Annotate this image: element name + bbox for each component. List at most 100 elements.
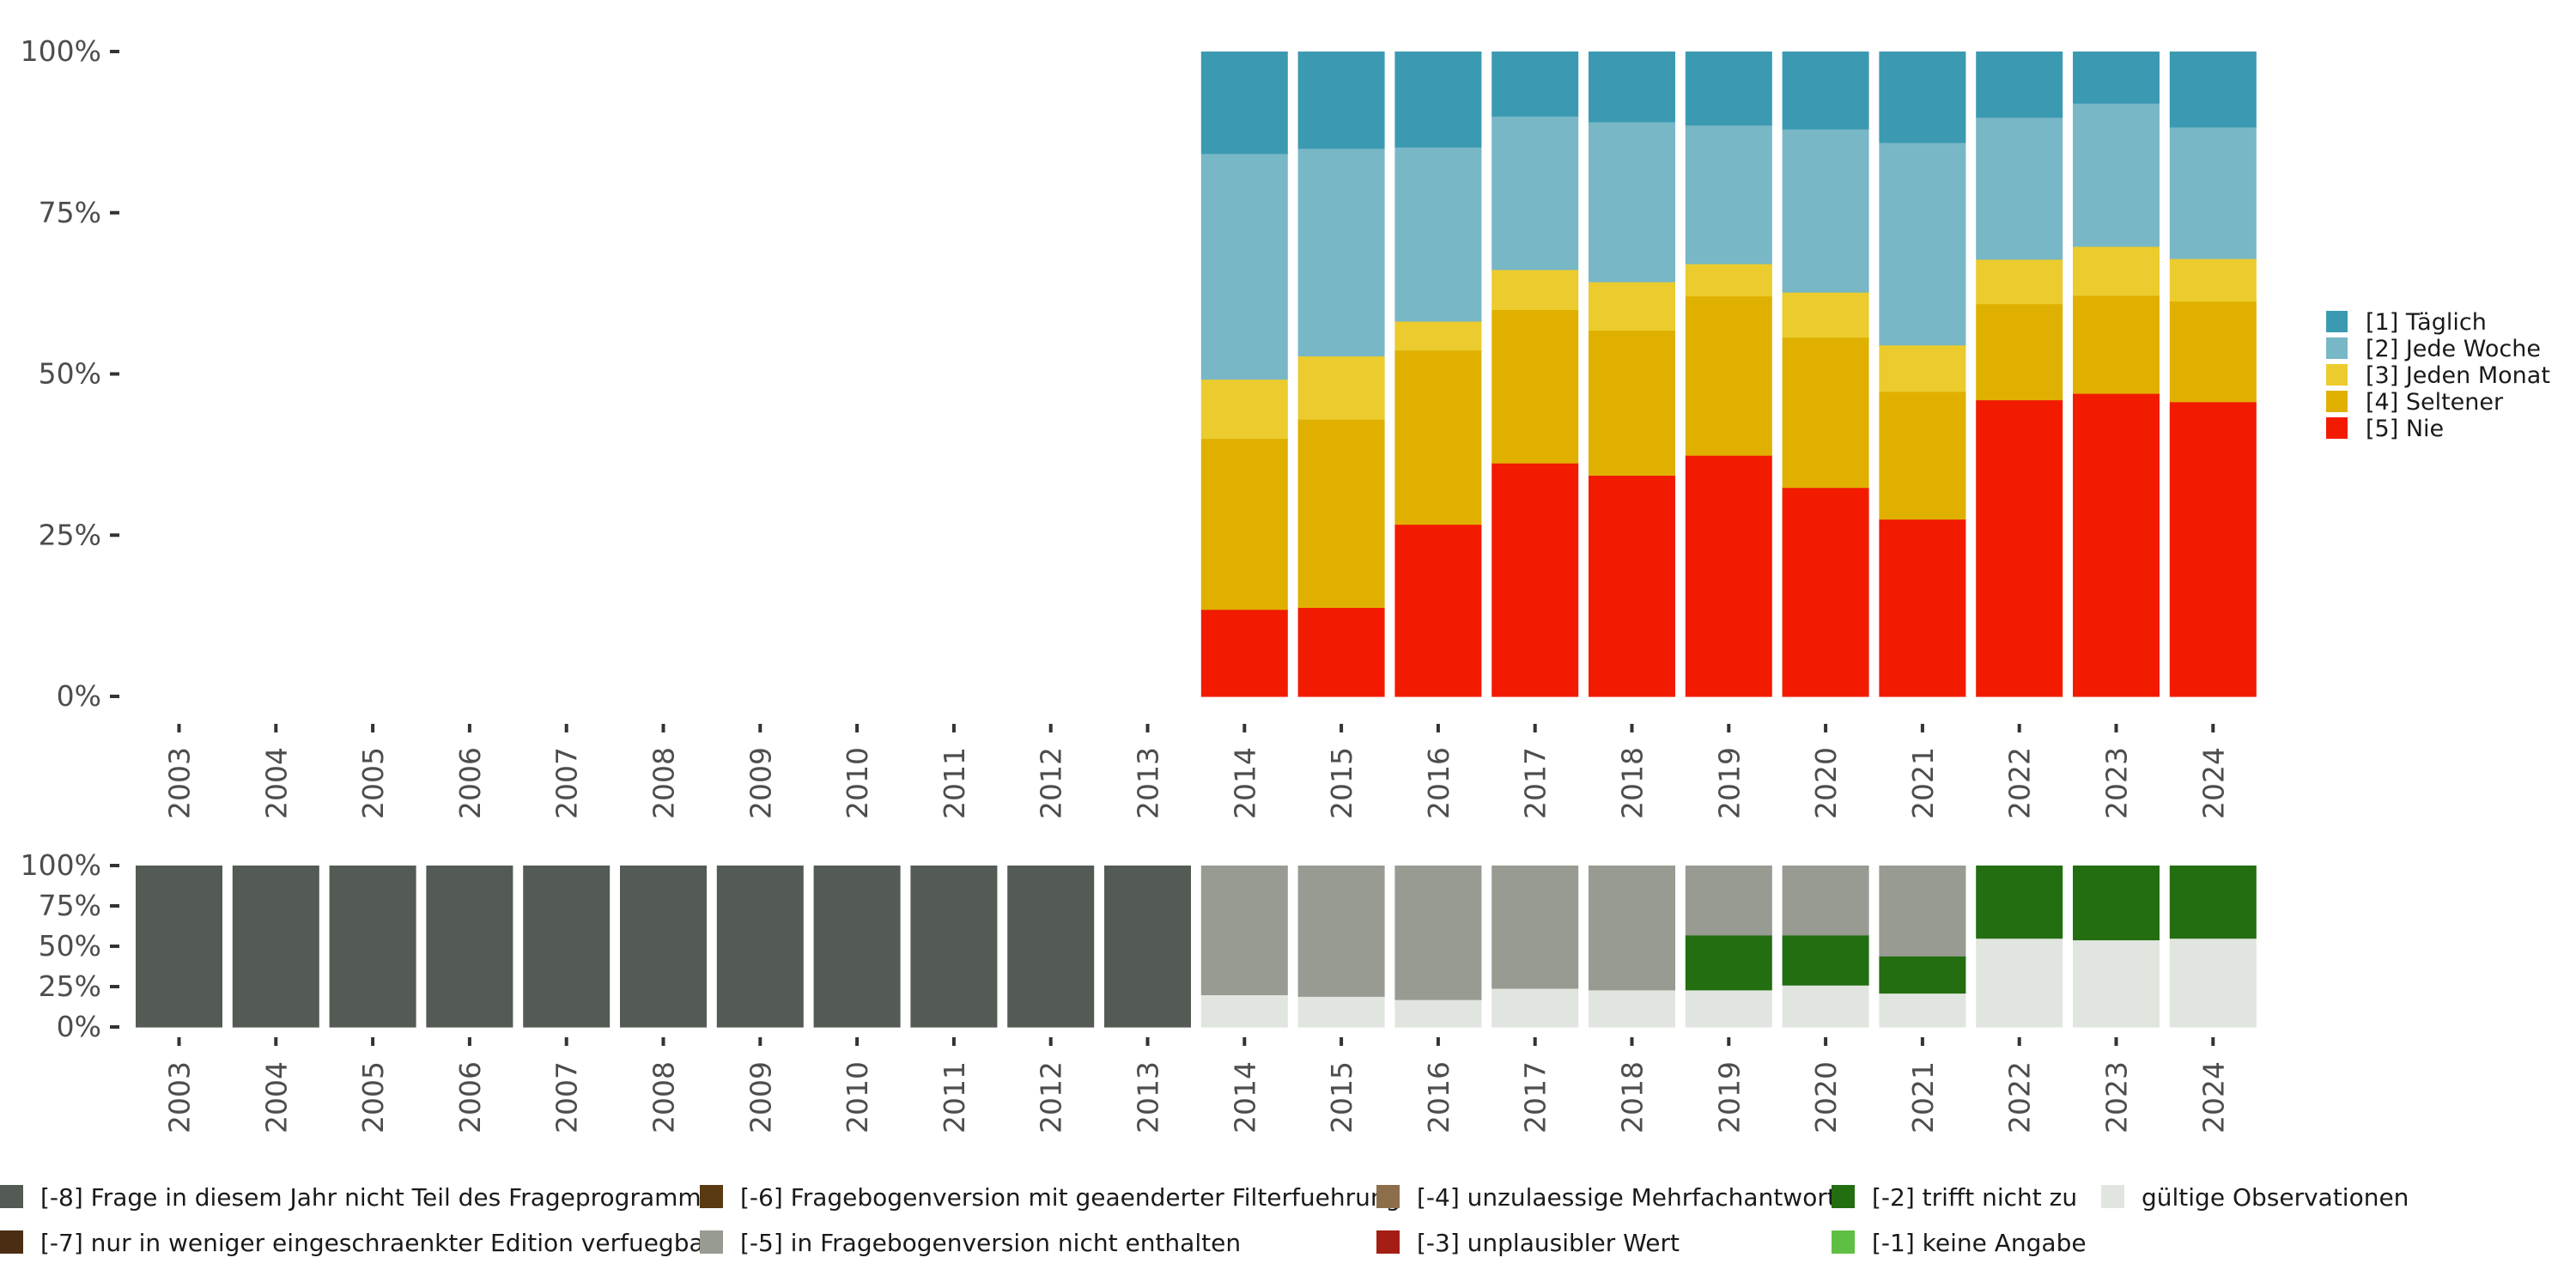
legend-label-3-unplausibler-wert: [-3] unplausibler Wert bbox=[1417, 1229, 1680, 1257]
bottom-bar-2006-8-frage-in-diesem-jahr-nicht-teil-des-frageprogramms bbox=[426, 866, 513, 1028]
top-bar-2019-1-t-glich bbox=[1685, 52, 1772, 126]
legend-label-5-in-fragebogenversion-nicht-enthalten: [-5] in Fragebogenversion nicht enthalte… bbox=[740, 1229, 1241, 1257]
top-bar-2017-4-seltener bbox=[1492, 309, 1579, 464]
top-bar-2018-5-nie bbox=[1589, 475, 1675, 697]
top-bar-2023-3-jeden-monat bbox=[2073, 246, 2160, 296]
top-bar-2020-4-seltener bbox=[1782, 337, 1869, 489]
bottom-bar-2020-5-in-fragebogenversion-nicht-enthalten bbox=[1782, 866, 1869, 936]
bottom-bar-2021-2-trifft-nicht-zu bbox=[1879, 956, 1966, 994]
bottom-bar-2010-8-frage-in-diesem-jahr-nicht-teil-des-frageprogramms bbox=[813, 866, 901, 1028]
legend-swatch-2-trifft-nicht-zu bbox=[1832, 1185, 1855, 1208]
legend-label-5-nie: [5] Nie bbox=[2366, 416, 2444, 442]
top-y-tick-label: 50% bbox=[39, 357, 101, 391]
top-bar-2022-4-seltener bbox=[1976, 303, 2063, 401]
bottom-bar-2019-2-trifft-nicht-zu bbox=[1685, 934, 1772, 991]
top-bar-2023-4-seltener bbox=[2073, 295, 2160, 394]
top-x-tick-label: 2004 bbox=[259, 747, 293, 819]
bottom-x-tick-label: 2003 bbox=[163, 1061, 197, 1133]
top-bar-2016-2-jede-woche bbox=[1394, 147, 1482, 322]
bottom-x-tick-label: 2023 bbox=[2100, 1061, 2134, 1133]
bottom-bar-2021-5-in-fragebogenversion-nicht-enthalten bbox=[1879, 866, 1966, 957]
bottom-legend: [-8] Frage in diesem Jahr nicht Teil des… bbox=[0, 1183, 2409, 1257]
bottom-bar-2020-2-trifft-nicht-zu bbox=[1782, 934, 1869, 986]
top-x-tick-label: 2011 bbox=[938, 747, 971, 819]
bottom-bar-2017-5-in-fragebogenversion-nicht-enthalten bbox=[1492, 866, 1579, 989]
top-bar-2023-2-jede-woche bbox=[2073, 103, 2160, 247]
top-x-tick-label: 2007 bbox=[550, 747, 584, 819]
bottom-bar-2009-8-frage-in-diesem-jahr-nicht-teil-des-frageprogramms bbox=[716, 866, 804, 1028]
bottom-x-tick-label: 2022 bbox=[2003, 1061, 2037, 1133]
legend-label-8-frage-in-diesem-jahr-nicht-teil-des-frageprogramms: [-8] Frage in diesem Jahr nicht Teil des… bbox=[40, 1183, 714, 1212]
top-bar-2017-3-jeden-monat bbox=[1492, 269, 1579, 310]
top-bar-2023-1-t-glich bbox=[2073, 52, 2160, 104]
top-bar-2022-2-jede-woche bbox=[1976, 117, 2063, 260]
legend-swatch-3-unplausibler-wert bbox=[1376, 1230, 1400, 1254]
bottom-bar-2016-5-in-fragebogenversion-nicht-enthalten bbox=[1394, 866, 1482, 1000]
legend-swatch-2-jede-woche bbox=[2326, 337, 2348, 359]
bottom-bar-2021-g-ltige-observationen bbox=[1879, 993, 1966, 1028]
legend-swatch-3-jeden-monat bbox=[2326, 364, 2348, 386]
bottom-y-tick-label: 25% bbox=[39, 969, 101, 1003]
top-x-tick-label: 2017 bbox=[1519, 747, 1552, 819]
bottom-x-tick-label: 2010 bbox=[841, 1061, 874, 1133]
bottom-x-tick-label: 2021 bbox=[1906, 1061, 1940, 1133]
bottom-y-tick-label: 100% bbox=[21, 848, 101, 882]
top-bar-2021-4-seltener bbox=[1879, 391, 1966, 520]
top-bar-2014-3-jeden-monat bbox=[1200, 379, 1288, 440]
top-x-tick-label: 2022 bbox=[2003, 747, 2037, 819]
legend-swatch-5-nie bbox=[2326, 417, 2348, 439]
top-bar-2020-3-jeden-monat bbox=[1782, 292, 1869, 338]
legend-label-2-jede-woche: [2] Jede Woche bbox=[2366, 336, 2541, 362]
top-bar-2018-3-jeden-monat bbox=[1589, 282, 1675, 331]
bottom-bar-2024-g-ltige-observationen bbox=[2169, 938, 2257, 1028]
top-bar-2014-5-nie bbox=[1200, 609, 1288, 697]
top-x-tick-label: 2012 bbox=[1035, 747, 1068, 819]
bottom-bar-2018-g-ltige-observationen bbox=[1589, 989, 1675, 1028]
top-bar-2020-5-nie bbox=[1782, 487, 1869, 697]
top-panel: 0% 25% 50% 75% 100% 2003 2004 2005 2006 2007 2008 2… bbox=[21, 34, 2257, 819]
legend-label-4-seltener: [4] Seltener bbox=[2366, 389, 2504, 416]
bottom-bar-2015-g-ltige-observationen bbox=[1297, 996, 1385, 1028]
legend-label-2-trifft-nicht-zu: [-2] trifft nicht zu bbox=[1872, 1183, 2077, 1212]
bottom-bar-2017-g-ltige-observationen bbox=[1492, 987, 1579, 1028]
legend-label-4-unzulaessige-mehrfachantwort: [-4] unzulaessige Mehrfachantwort bbox=[1417, 1183, 1837, 1212]
top-bar-2018-4-seltener bbox=[1589, 330, 1675, 477]
bottom-bar-2023-g-ltige-observationen bbox=[2073, 939, 2160, 1028]
top-bar-2014-2-jede-woche bbox=[1200, 153, 1288, 380]
top-bar-2019-4-seltener bbox=[1685, 295, 1772, 456]
legend-label-1-keine-angabe: [-1] keine Angabe bbox=[1872, 1229, 2087, 1257]
bottom-x-tick-label: 2009 bbox=[744, 1061, 777, 1133]
top-bar-2020-2-jede-woche bbox=[1782, 129, 1869, 293]
top-x-tick-label: 2014 bbox=[1228, 747, 1261, 819]
top-bar-2019-2-jede-woche bbox=[1685, 125, 1772, 264]
bottom-bar-2022-g-ltige-observationen bbox=[1976, 938, 2063, 1028]
bottom-bar-2011-8-frage-in-diesem-jahr-nicht-teil-des-frageprogramms bbox=[910, 866, 998, 1028]
bottom-bar-2019-5-in-fragebogenversion-nicht-enthalten bbox=[1685, 866, 1772, 936]
bottom-bar-2014-5-in-fragebogenversion-nicht-enthalten bbox=[1200, 866, 1288, 995]
top-x-tick-label: 2019 bbox=[1712, 747, 1746, 819]
bottom-bar-2013-8-frage-in-diesem-jahr-nicht-teil-des-frageprogramms bbox=[1104, 866, 1191, 1028]
bottom-bar-2022-2-trifft-nicht-zu bbox=[1976, 866, 2063, 939]
top-bar-2016-3-jeden-monat bbox=[1394, 320, 1482, 351]
top-bar-2016-1-t-glich bbox=[1394, 52, 1482, 148]
top-x-tick-label: 2021 bbox=[1906, 747, 1940, 819]
bottom-x-tick-label: 2015 bbox=[1325, 1061, 1358, 1133]
top-bar-2017-5-nie bbox=[1492, 463, 1579, 697]
top-y-tick-label: 25% bbox=[39, 518, 101, 551]
bottom-bar-2015-5-in-fragebogenversion-nicht-enthalten bbox=[1297, 866, 1385, 997]
bottom-x-tick-label: 2004 bbox=[259, 1061, 293, 1133]
top-bar-2015-1-t-glich bbox=[1297, 52, 1385, 149]
top-y-tick-label: 100% bbox=[21, 34, 101, 68]
top-bar-2019-3-jeden-monat bbox=[1685, 264, 1772, 297]
top-bar-2024-1-t-glich bbox=[2169, 52, 2257, 128]
top-bar-2022-5-nie bbox=[1976, 399, 2063, 697]
bottom-x-tick-label: 2018 bbox=[1616, 1061, 1649, 1133]
top-bar-2016-5-nie bbox=[1394, 524, 1482, 697]
top-bar-2021-2-jede-woche bbox=[1879, 142, 1966, 346]
top-x-tick-label: 2016 bbox=[1422, 747, 1455, 819]
top-bar-2015-2-jede-woche bbox=[1297, 148, 1385, 357]
top-bar-2023-5-nie bbox=[2073, 393, 2160, 697]
bottom-bar-2018-5-in-fragebogenversion-nicht-enthalten bbox=[1589, 866, 1675, 991]
legend-label-7-nur-in-weniger-eingeschraenkter-edition-verfuegbar: [-7] nur in weniger eingeschraenkter Edi… bbox=[40, 1229, 714, 1257]
bottom-x-tick-label: 2007 bbox=[550, 1061, 584, 1133]
